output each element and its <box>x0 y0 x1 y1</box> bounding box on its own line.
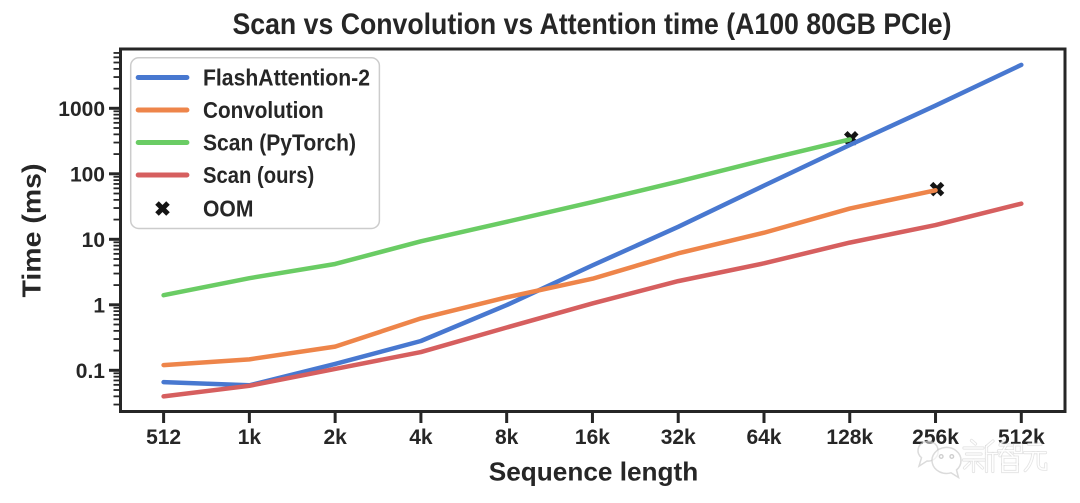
x-tick-label: 4k <box>409 426 433 449</box>
x-tick-label: 2k <box>323 426 347 449</box>
series-line-convolution <box>161 188 938 368</box>
y-tick-label: 1000 <box>58 98 105 121</box>
watermark-text-stroke <box>985 440 994 448</box>
watermark-text-stroke <box>1006 450 1014 457</box>
watermark-text-stroke <box>999 439 1006 445</box>
watermark <box>917 438 1048 480</box>
series-line-scan-pytorch <box>161 137 853 298</box>
watermark-bubble-eye <box>938 454 944 460</box>
x-tick-label: 8k <box>495 426 519 449</box>
x-axis-label: Sequence length <box>489 457 699 487</box>
watermark-large-bubble <box>931 446 962 480</box>
watermark-text-stroke <box>963 462 971 469</box>
legend-oom-marker <box>155 201 170 216</box>
legend-label: Scan (PyTorch) <box>203 130 356 156</box>
x-tick-label: 128k <box>826 426 873 449</box>
y-axis-label: Time (ms) <box>17 164 47 298</box>
series-line-scan-ours <box>161 201 1024 399</box>
legend-label: OOM <box>203 196 253 222</box>
watermark-text-stroke <box>1013 444 1023 454</box>
x-tick-label: 512 <box>146 426 181 449</box>
axes-spines <box>119 47 1067 413</box>
legend-label: Convolution <box>203 97 324 123</box>
y-tick-label: 100 <box>70 163 105 186</box>
x-tick-label: 512k <box>998 426 1045 449</box>
x-tick-label: 64k <box>746 426 781 449</box>
watermark-bubble-eye <box>949 454 955 460</box>
y-tick-label: 1 <box>93 294 105 317</box>
watermark-text-stroke <box>1037 451 1047 470</box>
legend-label: FlashAttention-2 <box>203 65 370 91</box>
chart-title: Scan vs Convolution vs Attention time (A… <box>233 8 952 41</box>
y-tick-label: 10 <box>82 229 105 252</box>
x-tick-label: 1k <box>238 426 262 449</box>
watermark-text-stroke <box>999 444 1008 457</box>
legend-box <box>129 57 381 230</box>
x-tick-label: 16k <box>575 426 610 449</box>
watermark-text-stroke <box>976 462 984 469</box>
watermark-text-stroke <box>1002 456 1018 473</box>
watermark-text-stroke <box>1024 451 1034 472</box>
watermark-text-stroke <box>970 439 977 445</box>
y-tick-label: 0.1 <box>76 360 106 383</box>
series-line-flashattention-2 <box>161 62 1024 388</box>
legend-label: Scan (ours) <box>203 162 314 188</box>
x-tick-label: 32k <box>661 426 696 449</box>
